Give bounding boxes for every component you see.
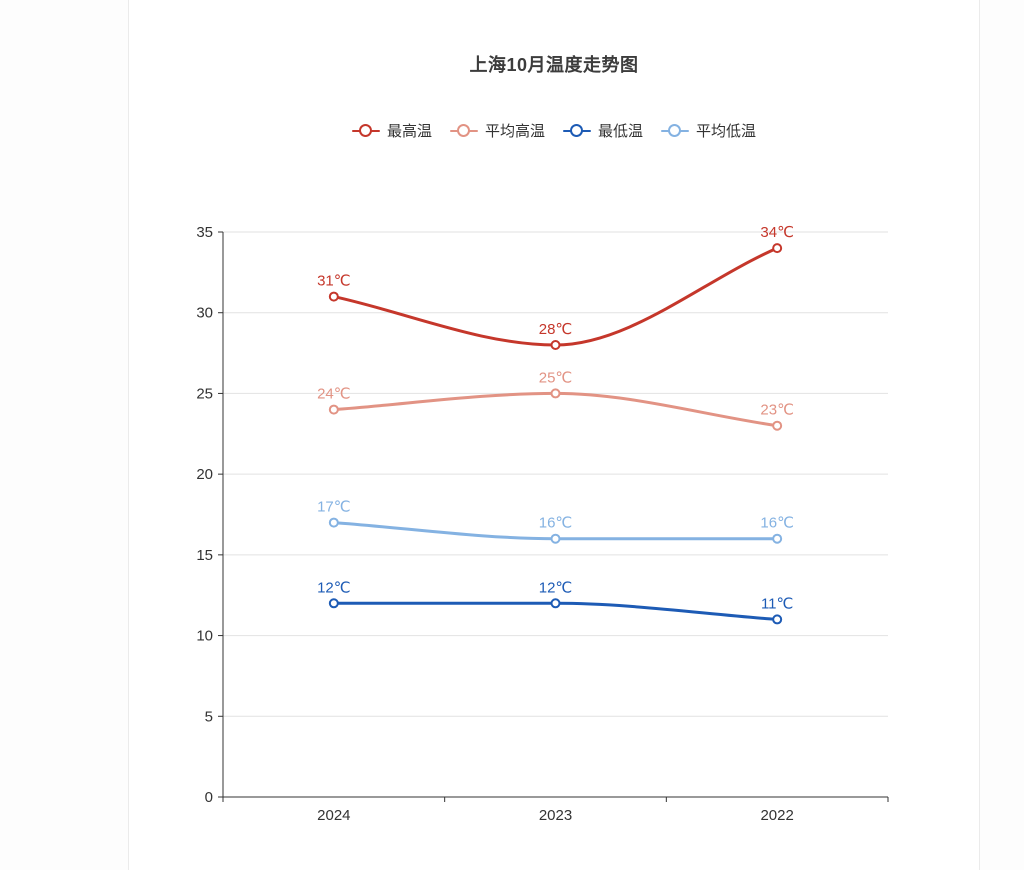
legend-line-circle-icon — [661, 124, 690, 137]
legend-label: 最低温 — [598, 123, 644, 140]
data-point-marker[interactable] — [772, 420, 783, 431]
data-point-marker[interactable] — [550, 388, 561, 399]
temperature-line-chart: 0 5 10 15 20 25 30 35 2024 2023 2022 31℃ 28℃ 34℃ 24℃ 25… — [196, 224, 889, 824]
data-point-marker[interactable] — [328, 404, 339, 415]
y-axis-tick-label: 5 — [205, 708, 213, 725]
x-axis-category-label: 2023 — [539, 807, 572, 824]
data-point-label: 16℃ — [760, 515, 794, 532]
data-point-marker[interactable] — [550, 340, 561, 350]
y-axis-tick-label: 10 — [196, 628, 213, 645]
chart-title: 上海10月温度走势图 — [469, 55, 639, 75]
data-point-label: 24℃ — [317, 386, 351, 403]
data-point-label: 12℃ — [539, 579, 573, 596]
y-axis-tick-label: 30 — [196, 305, 213, 322]
data-point-marker[interactable] — [550, 598, 561, 609]
data-point-marker[interactable] — [772, 533, 783, 544]
data-point-label: 34℃ — [760, 224, 794, 241]
legend-line-circle-icon — [449, 124, 478, 137]
data-point-label: 16℃ — [539, 515, 573, 532]
legend-label: 平均高温 — [484, 123, 545, 140]
chart-legend: 最高温 平均高温 最低温 平均低温 — [129, 120, 979, 141]
chart-card: 上海10月温度走势图 最高温 平均高温 最低温 平均低温 0 5 10 15 20 25 30 35… — [128, 0, 980, 870]
data-point-label: 23℃ — [760, 402, 794, 419]
data-point-label: 17℃ — [317, 499, 351, 516]
legend-item-1[interactable]: 平均高温 — [449, 120, 545, 141]
data-point-marker[interactable] — [328, 291, 339, 302]
legend-label: 最高温 — [386, 123, 432, 140]
legend-item-2[interactable]: 最低温 — [563, 120, 643, 141]
data-point-marker[interactable] — [772, 614, 783, 625]
data-point-label: 28℃ — [539, 321, 573, 338]
data-point-label: 12℃ — [317, 579, 351, 596]
y-axis-tick-label: 35 — [196, 224, 213, 241]
legend-line-circle-icon — [563, 124, 591, 137]
data-point-marker[interactable] — [772, 243, 783, 254]
y-axis-tick-label: 15 — [196, 547, 213, 564]
x-axis-category-label: 2022 — [760, 807, 793, 824]
data-point-label: 11℃ — [761, 595, 793, 612]
data-point-label: 31℃ — [317, 273, 351, 290]
legend-label: 平均低温 — [696, 123, 757, 140]
x-axis-category-label: 2024 — [317, 807, 350, 824]
legend-line-circle-icon — [351, 124, 380, 137]
data-point-marker[interactable] — [328, 517, 339, 528]
y-axis-tick-label: 0 — [205, 789, 213, 806]
data-point-marker[interactable] — [550, 533, 561, 544]
legend-item-3[interactable]: 平均低温 — [661, 120, 756, 141]
data-point-marker[interactable] — [328, 598, 339, 609]
data-point-label: 25℃ — [539, 369, 573, 386]
legend-item-0[interactable]: 最高温 — [351, 120, 432, 141]
y-axis-tick-label: 25 — [196, 385, 213, 402]
y-axis-tick-label: 20 — [196, 466, 213, 483]
